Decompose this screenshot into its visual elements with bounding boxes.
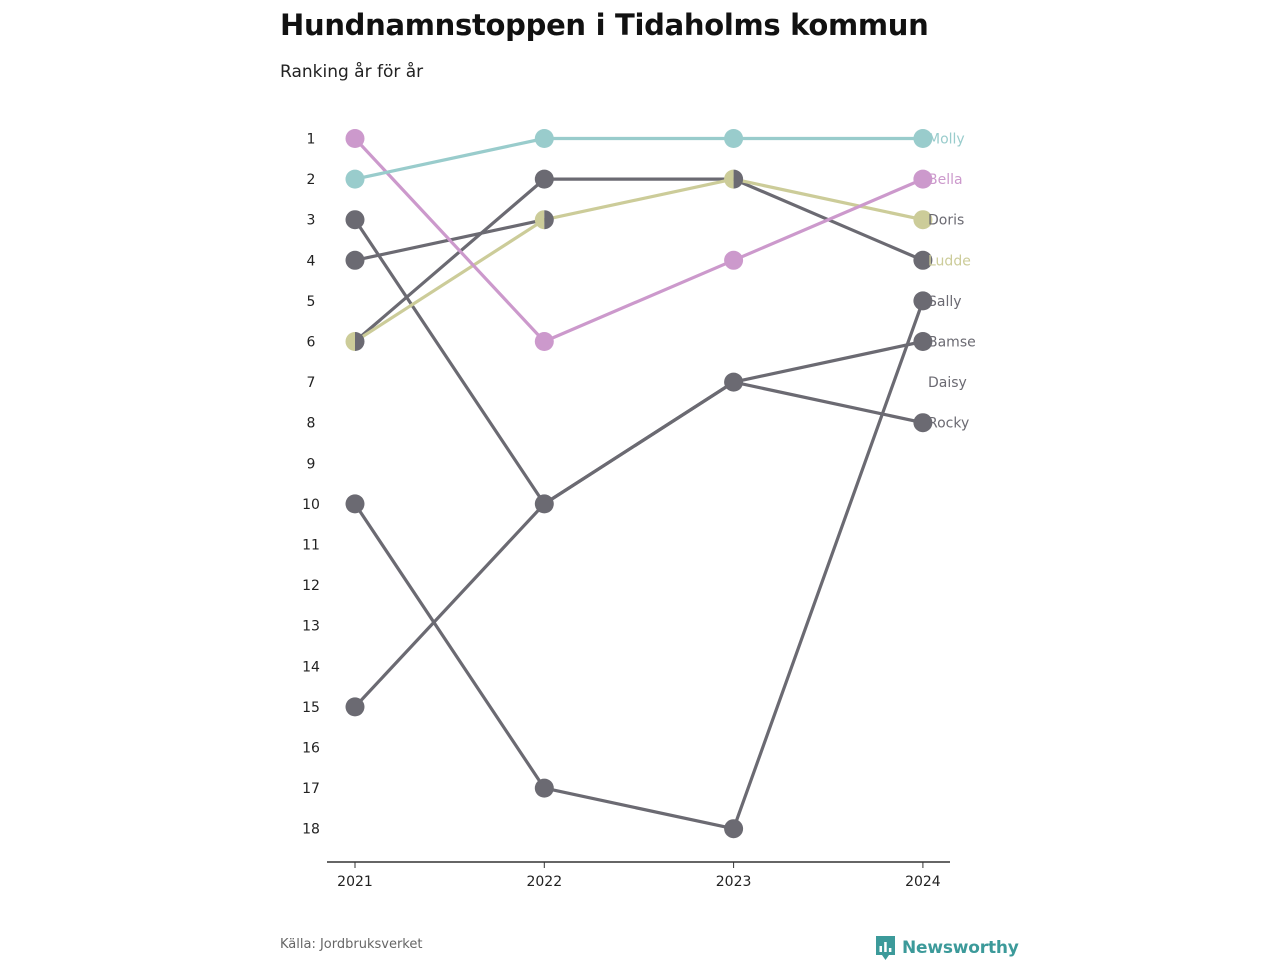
chart-subtitle: Ranking år för år — [280, 62, 424, 82]
point-rocky — [913, 413, 933, 433]
point-molly — [913, 129, 933, 148]
series-line-sally — [353, 177, 925, 344]
series-label-daisy: Daisy — [928, 375, 967, 391]
x-tick-label: 2021 — [337, 874, 373, 890]
series-line-ludde — [353, 177, 925, 344]
y-tick-label: 18 — [302, 822, 320, 838]
point-split-right — [355, 332, 365, 351]
y-tick-label: 4 — [307, 253, 316, 269]
y-tick-label: 11 — [302, 538, 320, 554]
source-note: Källa: Jordbruksverket — [280, 937, 423, 952]
point-ludde — [913, 210, 933, 230]
series-line-molly — [353, 136, 925, 181]
series-label-molly: Molly — [928, 132, 965, 148]
point-bamse — [724, 819, 744, 839]
y-tick-label: 12 — [302, 578, 320, 594]
point-sally — [913, 250, 933, 270]
point-bamse — [913, 291, 933, 311]
point-molly — [724, 129, 744, 148]
y-tick-label: 8 — [307, 416, 316, 432]
point-daisy — [345, 697, 365, 717]
series-label-bella: Bella — [928, 172, 963, 188]
brand-logo[interactable]: Newsworthy — [875, 934, 1019, 962]
point-rocky — [345, 210, 365, 230]
series-label-rocky: Rocky — [928, 416, 969, 432]
series-line-bella — [353, 136, 925, 344]
series-line-rocky — [353, 218, 925, 506]
point-rocky — [724, 372, 744, 392]
point-bella — [534, 332, 554, 351]
point-doris — [345, 250, 365, 270]
bar-chart-icon — [876, 936, 895, 960]
point-split-left — [724, 169, 734, 189]
series-lines — [353, 136, 925, 831]
point-split-right — [544, 210, 554, 230]
y-tick-label: 3 — [307, 213, 316, 229]
x-tick-label: 2022 — [526, 874, 562, 890]
point-rocky — [534, 494, 554, 514]
point-bella — [724, 250, 744, 270]
series-points — [345, 129, 933, 839]
y-tick-label: 1 — [307, 132, 316, 148]
point-bamse — [534, 778, 554, 798]
point-sally — [534, 169, 554, 189]
x-tick-label: 2024 — [905, 874, 941, 890]
y-tick-label: 13 — [302, 619, 320, 635]
y-tick-label: 5 — [307, 294, 316, 310]
series-label-ludde: Ludde — [928, 253, 971, 269]
series-line-daisy — [353, 339, 925, 709]
point-split-left — [534, 210, 545, 230]
y-tick-label: 14 — [302, 659, 320, 675]
point-daisy — [913, 332, 933, 351]
x-tick-label: 2023 — [716, 874, 752, 890]
series-line-bamse — [353, 299, 925, 831]
series-label-doris: Doris — [928, 213, 964, 229]
y-tick-label: 9 — [307, 456, 316, 472]
brand-name: Newsworthy — [902, 938, 1019, 958]
series-label-bamse: Bamse — [928, 335, 976, 351]
point-bella — [345, 129, 365, 148]
y-tick-label: 17 — [302, 781, 320, 797]
y-tick-label: 6 — [307, 335, 316, 351]
y-tick-label: 2 — [307, 172, 316, 188]
point-split-left — [345, 332, 355, 351]
chart-title: Hundnamnstoppen i Tidaholms kommun — [280, 8, 929, 42]
point-molly — [534, 129, 554, 148]
y-tick-label: 10 — [302, 497, 320, 513]
x-axis-ticks: 2021 2022 2023 2024 — [337, 862, 941, 890]
y-tick-label: 7 — [307, 375, 316, 391]
point-split-right — [733, 169, 744, 189]
series-label-sally: Sally — [928, 294, 962, 310]
series-labels: Molly Bella Doris Ludde Sally Bamse Daisy Rocky — [928, 132, 976, 432]
point-bamse — [345, 494, 365, 514]
y-tick-label: 16 — [302, 741, 320, 757]
y-tick-label: 15 — [302, 700, 320, 716]
point-bella — [913, 169, 933, 189]
point-molly — [345, 169, 365, 189]
